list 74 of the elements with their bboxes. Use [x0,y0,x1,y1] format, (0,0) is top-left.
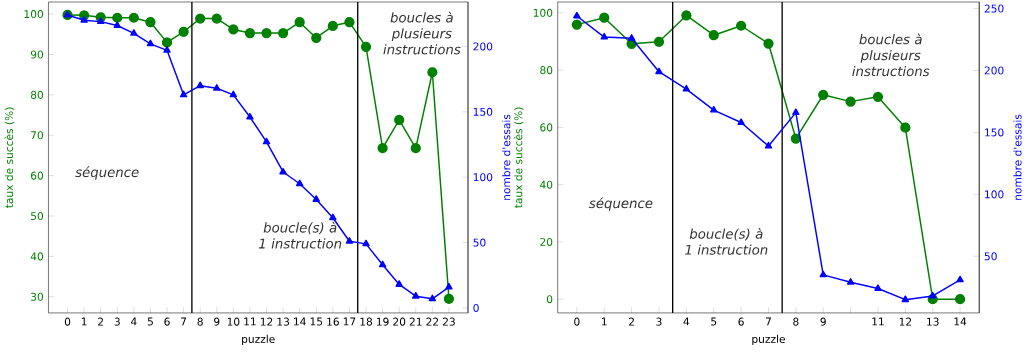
x-tick-label: 6 [164,317,170,326]
x-tick-label: 0 [574,317,580,326]
x-tick-label: 14 [294,317,306,326]
x-tick-label: 11 [872,317,884,326]
y2-tick-label: 100 [473,173,493,182]
x-axis-title: puzzle [242,334,275,346]
x-tick-label: 1 [81,317,87,326]
x-tick-label: 12 [899,317,912,326]
y-axis-title: taux de succès (%) [4,107,15,209]
annotation: boucles à plusieurs instructions [383,11,461,55]
x-tick-label: 9 [820,317,826,326]
y2-tick-label: 200 [473,42,493,51]
y-axis-title: taux de succès (%) [513,107,524,209]
x-tick-label: 7 [765,317,771,326]
y2-axis-title: nombre d'essais [1013,114,1022,200]
x-tick-label: 14 [954,317,967,326]
annotation: boucles à plusieurs instructions [852,33,930,77]
y2-tick-label: 150 [473,107,493,116]
x-tick-label: 7 [181,317,187,326]
x-tick-label: 0 [64,317,71,326]
y-tick-label: 90 [30,50,44,59]
x-tick-label: 20 [393,317,406,326]
y2-tick-label: 50 [473,238,486,247]
y-tick-label: 30 [31,292,44,301]
annotation: boucle(s) à 1 instruction [685,228,768,255]
y-tick-label: 100 [533,8,553,18]
y2-tick-label: 200 [984,66,1004,75]
y-tick-label: 80 [30,90,44,100]
annotation: boucle(s) à 1 instruction [258,221,342,249]
annotation: séquence [75,166,139,180]
x-tick-label: 9 [214,317,220,326]
x-tick-label: 2 [628,317,634,326]
x-tick-label: 13 [277,317,290,326]
x-tick-label: 19 [377,317,389,326]
x-tick-label: 5 [711,317,717,326]
x-tick-label: 8 [793,317,799,326]
y-tick-label: 0 [546,295,553,304]
y2-tick-label: 0 [473,304,479,313]
y-tick-label: 20 [540,238,553,247]
x-tick-label: 12 [260,317,273,326]
x-tick-label: 1 [602,317,607,326]
y2-tick-label: 100 [985,190,1004,199]
x-tick-label: 10 [227,317,240,326]
y2-tick-label: 50 [984,252,997,261]
x-tick-label: 5 [147,317,153,326]
x-tick-label: 17 [343,317,356,326]
x-axis-title: puzzle [752,334,785,346]
annotation: séquence [589,197,653,211]
y-tick-label: 80 [540,66,553,75]
x-tick-label: 3 [656,317,662,326]
x-tick-label: 15 [310,317,323,326]
y-tick-label: 100 [24,10,44,19]
y2-tick-label: 250 [984,4,1004,13]
x-tick-label: 22 [426,317,439,326]
x-tick-label: 16 [327,317,339,326]
x-tick-label: 4 [130,317,137,326]
y-tick-label: 40 [539,180,553,189]
y-tick-label: 70 [31,131,44,140]
x-tick-label: 23 [442,317,455,326]
x-tick-label: 6 [738,317,744,326]
x-tick-label: 8 [197,317,203,326]
y-tick-label: 60 [540,123,553,132]
x-tick-label: 2 [98,317,103,326]
y2-tick-label: 150 [985,128,1004,137]
y2-axis-title: nombre d'essais [502,114,511,200]
y-tick-label: 60 [30,171,44,180]
x-tick-label: 4 [683,317,690,326]
x-tick-label: 11 [244,317,256,326]
x-tick-label: 21 [409,317,422,326]
x-tick-label: 13 [927,317,939,326]
y-tick-label: 40 [30,252,44,261]
x-tick-label: 3 [114,317,120,326]
x-tick-label: 18 [360,317,373,326]
y-tick-label: 50 [31,212,44,221]
